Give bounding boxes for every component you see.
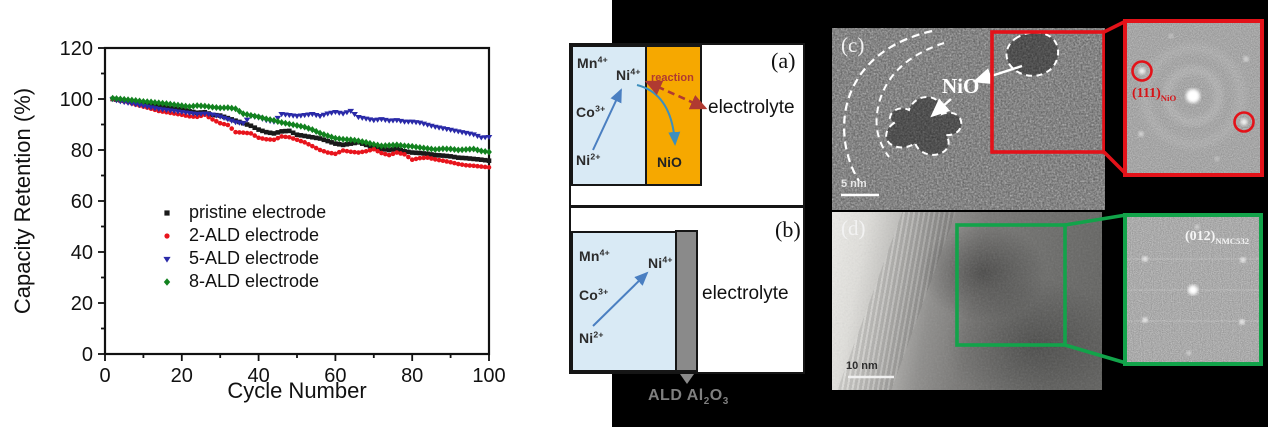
legend-label: pristine electrode (189, 202, 326, 222)
ion-label-ni2-a: Ni2+ (576, 151, 601, 168)
scale-label-c: 5 nm (841, 178, 867, 190)
ion-label-ni2-b: Ni2+ (579, 329, 604, 346)
fft-source-box-green (955, 223, 1067, 347)
svg-text:0: 0 (82, 344, 93, 366)
svg-text:20: 20 (171, 365, 193, 387)
ion-label-ni4-b: Ni4+ (648, 254, 673, 271)
ni-to-nio-arrow (636, 84, 681, 146)
axis-ticks (98, 47, 490, 361)
svg-text:80: 80 (401, 365, 423, 387)
fft-panel-nio: (111)NiO (1123, 19, 1264, 177)
reaction-label: reaction (651, 72, 694, 84)
svg-text:100: 100 (472, 365, 505, 387)
spot-circle-nio-1 (1131, 60, 1153, 82)
oxidation-arrow-a (592, 88, 622, 151)
fft-nmc-pattern (1127, 217, 1259, 362)
fft-nio-pattern (1127, 23, 1260, 173)
reaction-arrow (644, 80, 708, 110)
svg-text:80: 80 (71, 140, 93, 162)
svg-text:60: 60 (71, 191, 93, 213)
fft-panel-nmc532: (012)NMC532 (1123, 213, 1263, 366)
fft-nmc-index-label: (012)NMC532 (1185, 229, 1250, 246)
svg-text:40: 40 (247, 365, 269, 387)
tem-image-c: (c) NiO 5 nm (832, 28, 1105, 210)
schematic-arrows (592, 80, 708, 327)
nio-layer-rect (645, 45, 702, 186)
electrolyte-label-a: electrolyte (708, 97, 795, 118)
svg-text:60: 60 (324, 365, 346, 387)
panel-divider-line (571, 205, 803, 208)
grain-boundary-dashed-outer (843, 29, 933, 182)
ion-label-co3-a: Co3+ (576, 103, 606, 120)
panel-tag-d: (d) (841, 216, 866, 240)
svg-text:100: 100 (60, 89, 93, 111)
chart-legend: pristine electrode 2-ALD electrode 5-ALD e… (163, 202, 326, 291)
grain-boundary-dashed-inner (875, 42, 945, 158)
capacity-retention-chart: 0 20 40 60 80 100 0 20 40 60 80 100 120 Cycle Number C… (10, 38, 506, 403)
series-8-ALD-electrode (109, 94, 492, 156)
fft-nio-index-label: (111)NiO (1132, 86, 1177, 103)
nio-label-a: NiO (657, 154, 682, 170)
scale-label-d: 10 nm (846, 360, 878, 372)
oxidation-arrow-b (592, 271, 649, 327)
axis-tick-labels: 0 20 40 60 80 100 0 20 40 60 80 100 120 (60, 38, 506, 387)
ald-layer-label: ALD Al2O3 (648, 387, 729, 408)
panel-tag-c: (c) (841, 33, 865, 57)
schematic-panel-box: Mn4+ Ni4+ reaction Co3+ Ni2+ NiO electro… (569, 43, 805, 374)
ion-label-mn4-b: Mn4+ (579, 247, 610, 264)
ion-label-co3-b: Co3+ (579, 286, 609, 303)
series-pristine-electrode (110, 96, 492, 164)
x-axis-label: Cycle Number (227, 378, 366, 403)
plot-frame (103, 46, 491, 356)
spot-circle-nio-2 (1233, 111, 1255, 133)
svg-text:0: 0 (99, 365, 110, 387)
nio-region-dashed-center (885, 95, 963, 156)
tem-d-overlay (832, 212, 1102, 390)
ald-layer-rect (675, 230, 698, 372)
series-2-ALD-electrode (110, 96, 492, 170)
fft-source-box-red (990, 30, 1105, 154)
ion-label-mn4-a: Mn4+ (577, 54, 608, 71)
ald-callout-arrow-icon (680, 374, 694, 384)
nio-label-tem: NiO (942, 74, 980, 98)
legend-label: 8-ALD electrode (189, 271, 319, 291)
legend-label: 2-ALD electrode (189, 225, 319, 245)
tem-image-d: (d) 10 nm (832, 212, 1102, 390)
panel-tag-b: (b) (775, 217, 801, 242)
nio-pointer-arrow-bottom (930, 98, 952, 118)
nio-pointer-arrow-top (972, 64, 1023, 85)
legend-label: 5-ALD electrode (189, 248, 319, 268)
svg-text:20: 20 (71, 293, 93, 315)
nio-region-dashed-top (1005, 31, 1060, 77)
tem-c-texture (832, 28, 1105, 210)
svg-text:120: 120 (60, 38, 93, 60)
panel-tag-a: (a) (771, 48, 796, 73)
ion-label-ni4-a: Ni4+ (616, 66, 641, 83)
svg-text:40: 40 (71, 242, 93, 264)
electrolyte-label-b: electrolyte (702, 283, 789, 304)
y-axis-label: Capacity Retention (%) (10, 88, 35, 314)
